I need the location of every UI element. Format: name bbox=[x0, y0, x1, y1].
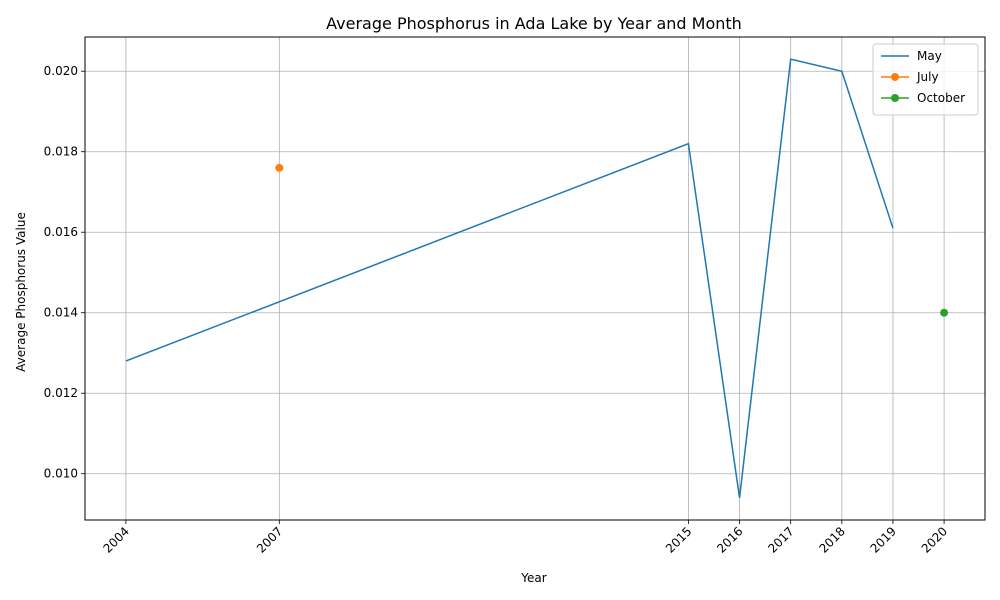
chart-title: Average Phosphorus in Ada Lake by Year a… bbox=[326, 14, 742, 33]
y-tick-label: 0.014 bbox=[44, 306, 78, 320]
x-tick-label: 2018 bbox=[816, 524, 847, 555]
x-tick-label: 2007 bbox=[254, 524, 285, 555]
y-tick-label: 0.010 bbox=[44, 467, 78, 481]
x-tick-label: 2004 bbox=[101, 524, 132, 555]
legend-label-october: October bbox=[917, 91, 965, 105]
grid bbox=[85, 37, 985, 520]
y-axis: 0.010 0.012 0.014 0.016 0.018 0.020 bbox=[44, 64, 85, 481]
series-line-may bbox=[125, 58, 894, 498]
x-tick-label: 2017 bbox=[765, 524, 796, 555]
y-tick-label: 0.020 bbox=[44, 64, 78, 78]
x-tick-label: 2019 bbox=[868, 524, 899, 555]
x-tick-label: 2016 bbox=[714, 524, 745, 555]
legend-marker-october bbox=[891, 94, 899, 102]
x-axis: 2004 2007 2015 2016 2017 2018 2019 2020 bbox=[101, 520, 950, 556]
data-point-october bbox=[940, 308, 949, 317]
x-tick-label: 2015 bbox=[663, 524, 694, 555]
y-tick-label: 0.012 bbox=[44, 386, 78, 400]
x-tick-label: 2020 bbox=[919, 524, 950, 555]
plot-area-frame bbox=[84, 36, 986, 521]
series-layer bbox=[125, 58, 949, 498]
x-axis-label: Year bbox=[520, 571, 546, 585]
y-tick-label: 0.018 bbox=[44, 145, 78, 159]
y-tick-label: 0.016 bbox=[44, 225, 78, 239]
legend-label-july: July bbox=[916, 70, 939, 84]
legend-label-may: May bbox=[917, 49, 942, 63]
legend: May July October bbox=[872, 43, 979, 116]
data-point-july bbox=[275, 163, 284, 172]
y-axis-label: Average Phosphorus Value bbox=[14, 212, 28, 372]
legend-marker-july bbox=[891, 73, 899, 81]
